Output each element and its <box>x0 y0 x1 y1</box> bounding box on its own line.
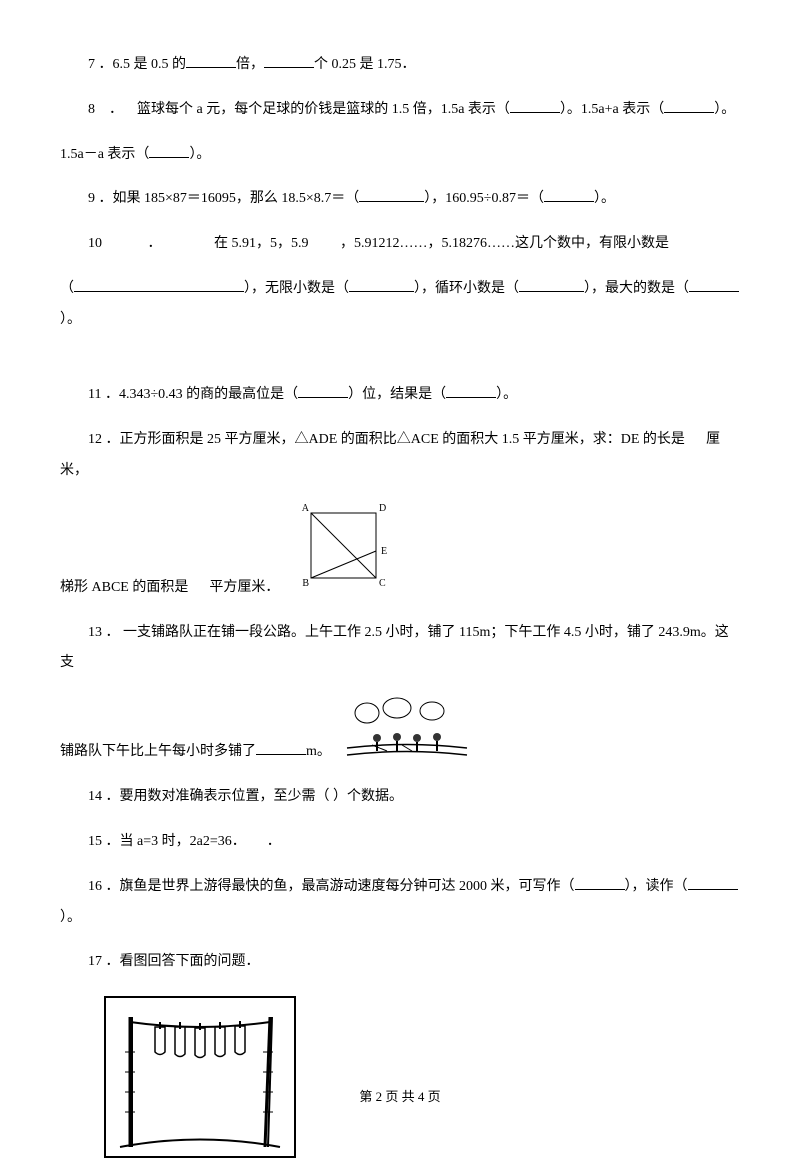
q17-num: 17 <box>88 954 102 969</box>
q16-p1: ．旗鱼是世界上游得最快的鱼，最高游动速度每分钟可达 2000 米，可写作（ <box>106 879 575 894</box>
q11-p1: ．4.343÷0.43 的商的最高位是（ <box>105 387 298 402</box>
q9-p1: ．如果 185×87＝16095，那么 18.5×8.7＝（ <box>99 191 360 206</box>
label-e: E <box>381 546 387 557</box>
q11-p3: ）。 <box>496 387 517 402</box>
question-15: 15 ．当 a=3 时，2a2=36． ． <box>60 827 740 858</box>
blank <box>186 54 236 68</box>
question-17: 17 ．看图回答下面的问题． <box>60 947 740 978</box>
label-c: C <box>379 578 386 589</box>
blank <box>446 384 496 398</box>
road-workers-image <box>342 693 472 768</box>
q15-p2: ． <box>267 834 281 849</box>
question-9: 9 ．如果 185×87＝16095，那么 18.5×8.7＝（ ），160.95… <box>60 184 740 215</box>
question-8-cont: 1.5a－a 表示（ ）。 <box>60 140 740 171</box>
q13-p2: 铺路队下午比上午每小时多铺了 <box>60 744 256 759</box>
q10-p6: ），循环小数是（ <box>414 281 519 296</box>
q16-p3: ）。 <box>60 910 81 925</box>
question-11: 11 ．4.343÷0.43 的商的最高位是（ ）位，结果是（ ）。 <box>60 380 740 411</box>
q13-p1: ． 一支铺路队正在铺一段公路。上午工作 2.5 小时，铺了 115m；下午工作 … <box>60 625 729 671</box>
blank <box>544 188 594 202</box>
blank <box>689 278 739 292</box>
q9-num: 9 <box>88 191 95 206</box>
q15-num: 15 <box>88 834 102 849</box>
question-16: 16 ．旗鱼是世界上游得最快的鱼，最高游动速度每分钟可达 2000 米，可写作（… <box>60 872 740 934</box>
blank <box>74 278 244 292</box>
q10-p8: ）。 <box>60 312 81 327</box>
blank <box>664 99 714 113</box>
q8-p2: 篮球每个 a 元，每个足球的价钱是篮球的 1.5 倍，1.5a 表示（ <box>137 102 510 117</box>
blank <box>149 144 189 158</box>
q8-p3: ）。1.5a+a 表示（ <box>560 102 664 117</box>
q8-p1: ． <box>109 102 123 117</box>
blank <box>359 188 424 202</box>
question-12-cont: 梯形 ABCE 的面积是 平方厘米． A D B C E <box>60 501 740 604</box>
square-diagram: A D B C E <box>291 501 391 604</box>
q13-num: 13 <box>88 625 102 640</box>
q11-num: 11 <box>88 387 101 402</box>
question-10-cont: （ ），无限小数是（ ），循环小数是（ ），最大的数是（ ）。 <box>60 274 740 336</box>
question-13-cont: 铺路队下午比上午每小时多铺了 m。 <box>60 693 740 768</box>
q7-num: 7 <box>88 57 95 72</box>
q13-p3: m。 <box>306 744 331 759</box>
blank <box>510 99 560 113</box>
page-footer: 第 2 页 共 4 页 <box>0 1083 800 1112</box>
q10-p5: ），无限小数是（ <box>244 281 349 296</box>
q8-num: 8 <box>88 102 95 117</box>
q10-p2: 在 5.91，5，5.9 <box>214 236 309 251</box>
q9-p2: ），160.95÷0.87＝（ <box>424 191 544 206</box>
q10-p7: ），最大的数是（ <box>584 281 689 296</box>
q12-p1: ．正方形面积是 25 平方厘米，△ADE 的面积比△ACE 的面积大 1.5 平… <box>106 432 685 447</box>
q8-p4: ）。 <box>714 102 735 117</box>
blank <box>688 876 738 890</box>
q12-p3: 梯形 ABCE 的面积是 <box>60 580 188 595</box>
q10-p3: ，5.91212……，5.18276……这几个数中，有限小数是 <box>340 236 669 251</box>
label-b: B <box>302 578 309 589</box>
question-10: 10 ． 在 5.91，5，5.9 ，5.91212……，5.18276……这几… <box>60 229 740 260</box>
q11-p2: ）位，结果是（ <box>348 387 446 402</box>
q7-p2: 倍， <box>236 57 264 72</box>
blank <box>298 384 348 398</box>
label-d: D <box>379 503 386 514</box>
question-8: 8 ． 篮球每个 a 元，每个足球的价钱是篮球的 1.5 倍，1.5a 表示（ ）… <box>60 95 740 126</box>
blank <box>264 54 314 68</box>
question-12: 12 ．正方形面积是 25 平方厘米，△ADE 的面积比△ACE 的面积大 1.… <box>60 425 740 487</box>
question-7: 7 ．6.5 是 0.5 的 倍， 个 0.25 是 1.75． <box>60 50 740 81</box>
q8-p6: ）。 <box>189 147 210 162</box>
q16-num: 16 <box>88 879 102 894</box>
q12-p4: 平方厘米． <box>209 580 279 595</box>
blank <box>349 278 414 292</box>
q9-p3: ）。 <box>594 191 615 206</box>
blank <box>256 741 306 755</box>
blank <box>575 876 625 890</box>
q7-p1: ．6.5 是 0.5 的 <box>99 57 187 72</box>
q8-p5: 1.5a－a 表示（ <box>60 147 149 162</box>
q15-p1: ．当 a=3 时，2a2=36． <box>106 834 246 849</box>
question-13: 13 ． 一支铺路队正在铺一段公路。上午工作 2.5 小时，铺了 115m；下午… <box>60 618 740 680</box>
q7-p3: 个 0.25 是 1.75． <box>314 57 416 72</box>
q16-p2: ），读作（ <box>625 879 688 894</box>
blank <box>519 278 584 292</box>
q12-num: 12 <box>88 432 102 447</box>
q10-p4: （ <box>60 281 74 296</box>
q14-num: 14 <box>88 789 102 804</box>
question-14: 14 ．要用数对准确表示位置，至少需（ ）个数据。 <box>60 782 740 813</box>
q10-num: 10 <box>88 236 102 251</box>
q17-p1: ．看图回答下面的问题． <box>106 954 260 969</box>
q14-p1: ．要用数对准确表示位置，至少需（ ）个数据。 <box>106 789 404 804</box>
q10-p1: ． <box>148 236 162 251</box>
label-a: A <box>302 503 310 514</box>
